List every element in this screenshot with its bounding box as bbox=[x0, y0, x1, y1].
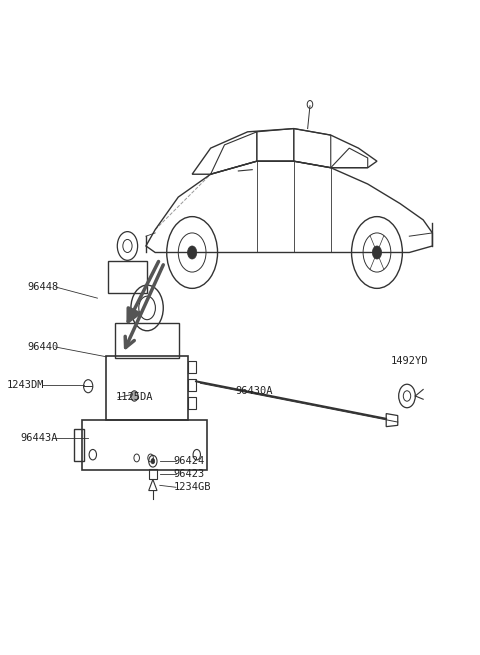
Circle shape bbox=[131, 391, 138, 402]
Text: 96440: 96440 bbox=[27, 342, 58, 352]
Bar bbox=[188, 361, 196, 373]
Text: 1243DM: 1243DM bbox=[7, 380, 44, 390]
Circle shape bbox=[151, 458, 155, 464]
Text: 1125DA: 1125DA bbox=[116, 392, 154, 402]
Text: 96423: 96423 bbox=[174, 469, 205, 479]
Circle shape bbox=[188, 246, 197, 259]
Text: 96443A: 96443A bbox=[21, 434, 58, 443]
Text: 96448: 96448 bbox=[27, 282, 58, 292]
Text: 96430A: 96430A bbox=[236, 386, 273, 396]
Bar bbox=[149, 469, 157, 479]
Bar bbox=[188, 398, 196, 409]
Bar bbox=[188, 379, 196, 391]
Text: 1234GB: 1234GB bbox=[174, 482, 211, 493]
Text: 96424: 96424 bbox=[174, 456, 205, 466]
Text: 1492YD: 1492YD bbox=[391, 356, 428, 366]
Circle shape bbox=[372, 246, 382, 259]
